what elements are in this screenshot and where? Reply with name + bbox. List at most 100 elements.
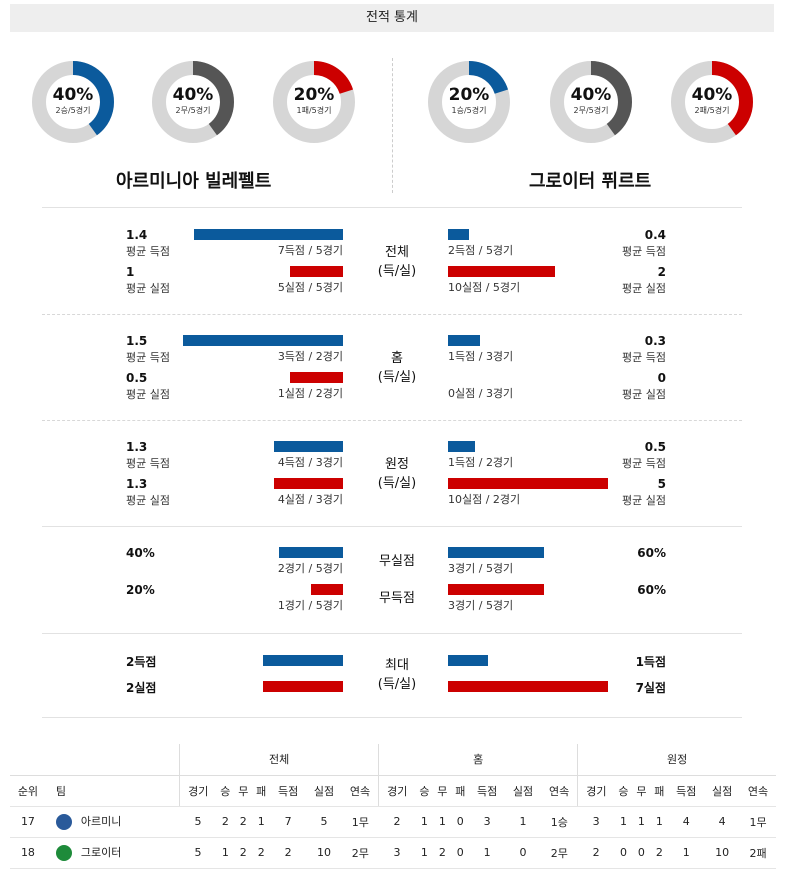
table-row[interactable]: 17 아르미니 5 2 2 1 7 5 1무 2 1 1 0 3 1 1승 3 1 1 1 4 4 1무 bbox=[10, 806, 776, 838]
donut-caption: 2패/5경기 bbox=[694, 106, 730, 115]
away-label: 평균 실점 bbox=[622, 282, 666, 295]
away-label: 평균 실점 bbox=[622, 388, 666, 401]
column-header[interactable]: 승 bbox=[614, 775, 633, 807]
column-header[interactable]: 승 bbox=[216, 775, 235, 807]
away-bar bbox=[448, 681, 608, 692]
home-value: 40% bbox=[126, 546, 155, 560]
section-divider bbox=[42, 717, 742, 718]
stat-cell: 3 bbox=[577, 806, 615, 838]
stat-cell: 2 bbox=[234, 837, 253, 869]
donut-chart: 20% 1승/5경기 bbox=[427, 60, 511, 144]
stat-cell: 1 bbox=[668, 837, 705, 869]
section-divider bbox=[42, 526, 742, 527]
section-label-line: (득/실) bbox=[377, 264, 417, 279]
team-name[interactable]: 그로이터 bbox=[80, 846, 122, 859]
column-header[interactable]: 패 bbox=[252, 775, 271, 807]
column-header[interactable]: 경기 bbox=[577, 775, 615, 807]
home-bar-caption: 7득점 / 5경기 bbox=[277, 244, 343, 257]
stat-cell: 2 bbox=[216, 806, 235, 838]
standings-table: 전체 홈 원정 순위 팀 경기 승 무 패 득점 실점 연속 경기 승 무 패 득점 실점 연속 경기 승 무 패 득점… bbox=[10, 744, 776, 869]
group-total: 전체 bbox=[179, 744, 379, 775]
column-header[interactable]: 순위 bbox=[10, 775, 46, 807]
away-bar-caption: 3경기 / 5경기 bbox=[448, 562, 514, 575]
donut-arc bbox=[273, 61, 355, 143]
home-bar bbox=[263, 655, 343, 666]
away-bar bbox=[448, 584, 544, 595]
donut-chart: 40% 2무/5경기 bbox=[151, 60, 235, 144]
column-header[interactable]: 무 bbox=[234, 775, 253, 807]
stat-cell: 2 bbox=[433, 837, 452, 869]
stat-cell: 2 bbox=[577, 837, 615, 869]
donut-chart: 20% 1패/5경기 bbox=[272, 60, 356, 144]
stat-cell: 2패 bbox=[740, 837, 776, 869]
away-value: 2 bbox=[657, 265, 666, 279]
team-cell[interactable]: 그로이터 bbox=[45, 837, 180, 869]
section-label-line: (득/실) bbox=[377, 370, 417, 385]
stat-cell: 0 bbox=[451, 806, 470, 838]
stat-cell: 2무 bbox=[540, 837, 578, 869]
stat-cell: 0 bbox=[632, 837, 651, 869]
donut-percent: 20% bbox=[448, 85, 490, 105]
home-bar-caption: 4실점 / 3경기 bbox=[277, 493, 343, 506]
donut-arc bbox=[428, 61, 510, 143]
column-header[interactable]: 무 bbox=[433, 775, 452, 807]
column-header[interactable]: 실점 bbox=[306, 775, 342, 807]
stat-cell: 5 bbox=[179, 806, 217, 838]
stat-cell: 4 bbox=[668, 806, 705, 838]
stat-cell: 1 bbox=[415, 837, 434, 869]
donut-arc bbox=[671, 61, 753, 143]
column-header[interactable]: 패 bbox=[451, 775, 470, 807]
donut-ring bbox=[671, 61, 753, 143]
team-cell[interactable]: 아르미니 bbox=[45, 806, 180, 838]
donut-percent: 40% bbox=[52, 85, 94, 105]
column-header[interactable]: 연속 bbox=[341, 775, 379, 807]
group-home: 홈 bbox=[378, 744, 578, 775]
column-header[interactable]: 승 bbox=[415, 775, 434, 807]
column-header[interactable]: 경기 bbox=[179, 775, 217, 807]
home-bar bbox=[194, 229, 343, 240]
away-bar-caption: 1득점 / 3경기 bbox=[448, 350, 514, 363]
stat-cell: 3 bbox=[469, 806, 506, 838]
donut-caption: 1패/5경기 bbox=[296, 106, 332, 115]
table-body: 17 아르미니 5 2 2 1 7 5 1무 2 1 1 0 3 1 1승 3 1 1 1 4 4 1무 18 그로이터 5 1 2 2… bbox=[10, 806, 776, 869]
team-name[interactable]: 아르미니 bbox=[80, 815, 122, 828]
rank-cell: 18 bbox=[10, 837, 46, 869]
section-label-line: 전체 bbox=[385, 245, 409, 260]
table-row[interactable]: 18 그로이터 5 1 2 2 2 10 2무 3 1 2 0 1 0 2무 2 0 0 2 1 10 2패 bbox=[10, 837, 776, 869]
away-bar-caption: 10실점 / 5경기 bbox=[448, 281, 521, 294]
donut-percent: 40% bbox=[570, 85, 612, 105]
stat-cell: 1무 bbox=[341, 806, 379, 838]
away-value: 0.3 bbox=[644, 334, 666, 348]
stat-cell: 0 bbox=[614, 837, 633, 869]
donut-chart: 40% 2패/5경기 bbox=[670, 60, 754, 144]
away-value: 0 bbox=[657, 371, 666, 385]
donut-caption: 2승/5경기 bbox=[55, 106, 91, 115]
column-header[interactable]: 연속 bbox=[740, 775, 776, 807]
column-header[interactable]: 패 bbox=[650, 775, 669, 807]
stat-cell: 7 bbox=[270, 806, 307, 838]
column-header[interactable]: 실점 bbox=[704, 775, 741, 807]
away-bar-caption: 0실점 / 3경기 bbox=[448, 387, 514, 400]
stat-cell: 2 bbox=[252, 837, 271, 869]
home-bar-caption: 5실점 / 5경기 bbox=[277, 281, 343, 294]
column-header[interactable]: 득점 bbox=[469, 775, 506, 807]
column-header[interactable]: 팀 bbox=[45, 775, 180, 807]
away-value: 60% bbox=[637, 583, 666, 597]
row-label: 무실점 bbox=[379, 554, 415, 569]
home-label: 평균 실점 bbox=[126, 282, 170, 295]
column-header[interactable]: 무 bbox=[632, 775, 651, 807]
away-bar bbox=[448, 229, 469, 240]
away-bar-caption: 1득점 / 2경기 bbox=[448, 456, 514, 469]
away-bar bbox=[448, 547, 544, 558]
column-header[interactable]: 경기 bbox=[378, 775, 416, 807]
column-header[interactable]: 실점 bbox=[505, 775, 541, 807]
section-divider bbox=[42, 420, 742, 421]
stat-cell: 3 bbox=[378, 837, 416, 869]
column-header[interactable]: 득점 bbox=[270, 775, 307, 807]
column-header[interactable]: 연속 bbox=[540, 775, 578, 807]
section-label: 홈 (득/실) bbox=[365, 349, 429, 387]
home-value: 2득점 bbox=[126, 655, 157, 669]
section-divider bbox=[42, 207, 742, 208]
column-header[interactable]: 득점 bbox=[668, 775, 705, 807]
donut-caption: 2무/5경기 bbox=[573, 106, 609, 115]
